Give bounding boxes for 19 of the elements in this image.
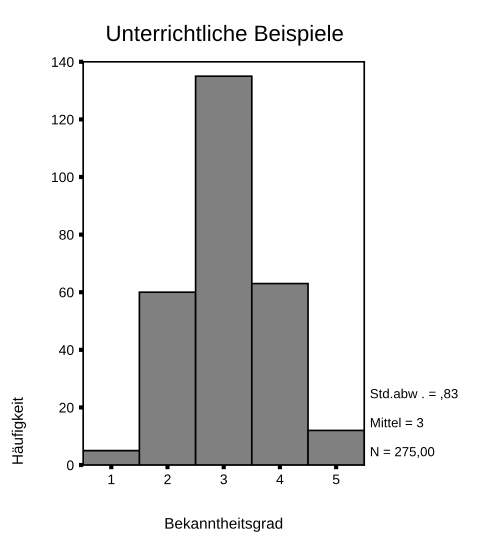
x-tick-label: 5: [332, 474, 340, 484]
x-tick-label: 4: [276, 474, 284, 484]
y-tick-label: 100: [52, 172, 74, 182]
y-tick-label: 20: [59, 402, 74, 413]
y-tick-label: 60: [59, 288, 74, 298]
text: N = 275,00: [370, 447, 434, 458]
text: Std.abw . = ,83: [370, 388, 458, 400]
x-tick-label: 3: [220, 474, 227, 484]
y-tick-label: 80: [59, 230, 74, 240]
y-tick-label: 120: [52, 114, 74, 125]
x-axis-title: Bekanntheitsgrad: [166, 518, 282, 532]
y-tick-label: 40: [59, 345, 74, 355]
chart-title: Unterrichtliche Beispiele: [107, 24, 343, 46]
text: Mittel = 3: [370, 418, 424, 428]
x-tick-label: 2: [164, 474, 171, 484]
y-tick-label: 140: [52, 57, 74, 67]
x-tick-label: 1: [108, 474, 114, 484]
y-axis-title: Häufigkeit: [12, 397, 26, 464]
y-tick-label: 0: [66, 460, 74, 470]
